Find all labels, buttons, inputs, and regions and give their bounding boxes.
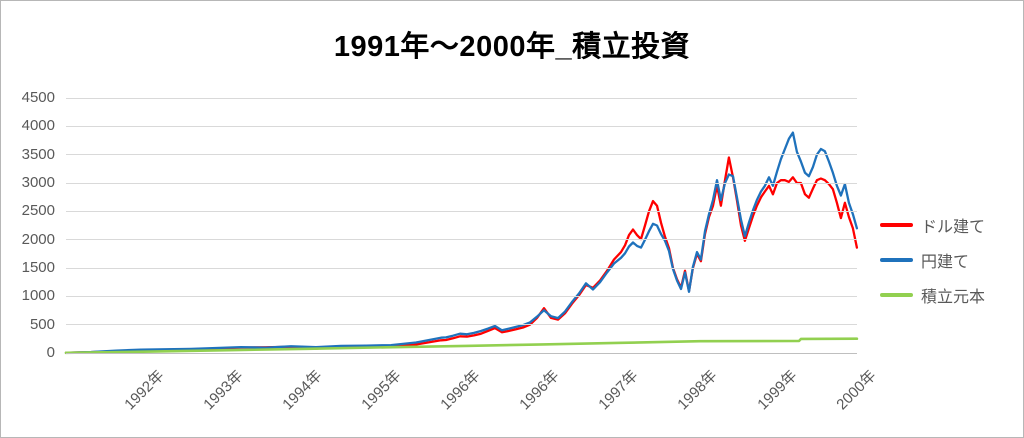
x-axis-tick-label: 1995年 bbox=[358, 367, 405, 414]
x-axis-tick-label: 1994年 bbox=[279, 367, 326, 414]
legend-item-yen: 円建て bbox=[880, 242, 985, 277]
legend: ドル建て円建て積立元本 bbox=[880, 207, 985, 312]
series-plot bbox=[64, 131, 859, 355]
gridline bbox=[66, 295, 857, 297]
plot-area bbox=[64, 97, 859, 355]
y-axis-tick-label: 4000 bbox=[21, 117, 55, 135]
legend-label-yen: 円建て bbox=[921, 253, 970, 271]
y-axis-tick-label: 4500 bbox=[21, 89, 55, 106]
gridline bbox=[66, 210, 857, 212]
gridline bbox=[66, 97, 857, 99]
gridline bbox=[66, 239, 857, 241]
x-axis-tick-label: 1999年 bbox=[753, 367, 801, 414]
legend-swatch-dollar-icon bbox=[880, 222, 913, 227]
y-axis-tick-label: 500 bbox=[29, 315, 55, 333]
y-axis-tick-label: 3500 bbox=[21, 145, 55, 163]
gridline bbox=[66, 267, 857, 269]
x-axis-tick-label: 1997年 bbox=[595, 367, 642, 414]
series-line-principal bbox=[64, 337, 859, 355]
y-axis-tick-label: 1000 bbox=[21, 287, 55, 305]
x-axis-tick-label: 1993年 bbox=[200, 367, 247, 414]
gridline bbox=[66, 154, 857, 156]
y-axis-tick-label: 2500 bbox=[21, 202, 55, 220]
x-axis-tick-label: 1996年 bbox=[516, 367, 563, 414]
y-axis-tick-label: 0 bbox=[46, 344, 55, 361]
legend-item-dollar: ドル建て bbox=[880, 207, 985, 242]
legend-swatch-yen-icon bbox=[880, 257, 913, 262]
gridline bbox=[66, 324, 857, 326]
chart-title: 1991年～2000年_積立投資 bbox=[333, 31, 691, 63]
legend-label-principal: 積立元本 bbox=[921, 288, 986, 306]
legend-label-dollar: ドル建て bbox=[921, 218, 986, 236]
x-axis-line bbox=[66, 353, 857, 354]
series-line-dollar bbox=[64, 156, 859, 354]
x-axis-tick-label: 1998年 bbox=[674, 367, 721, 414]
y-axis-tick-label: 2000 bbox=[21, 230, 55, 248]
x-axis-tick-label: 1992年 bbox=[121, 367, 168, 414]
x-axis-tick-label: 2000年 bbox=[832, 367, 880, 414]
legend-item-principal: 積立元本 bbox=[880, 277, 985, 312]
y-axis-tick-label: 3000 bbox=[21, 174, 55, 191]
y-axis-tick-label: 1500 bbox=[21, 259, 55, 276]
legend-swatch-principal-icon bbox=[880, 292, 913, 297]
series-line-yen bbox=[64, 131, 859, 354]
x-axis-tick-label: 1996年 bbox=[437, 367, 484, 414]
gridline bbox=[66, 182, 857, 184]
gridline bbox=[66, 125, 857, 127]
